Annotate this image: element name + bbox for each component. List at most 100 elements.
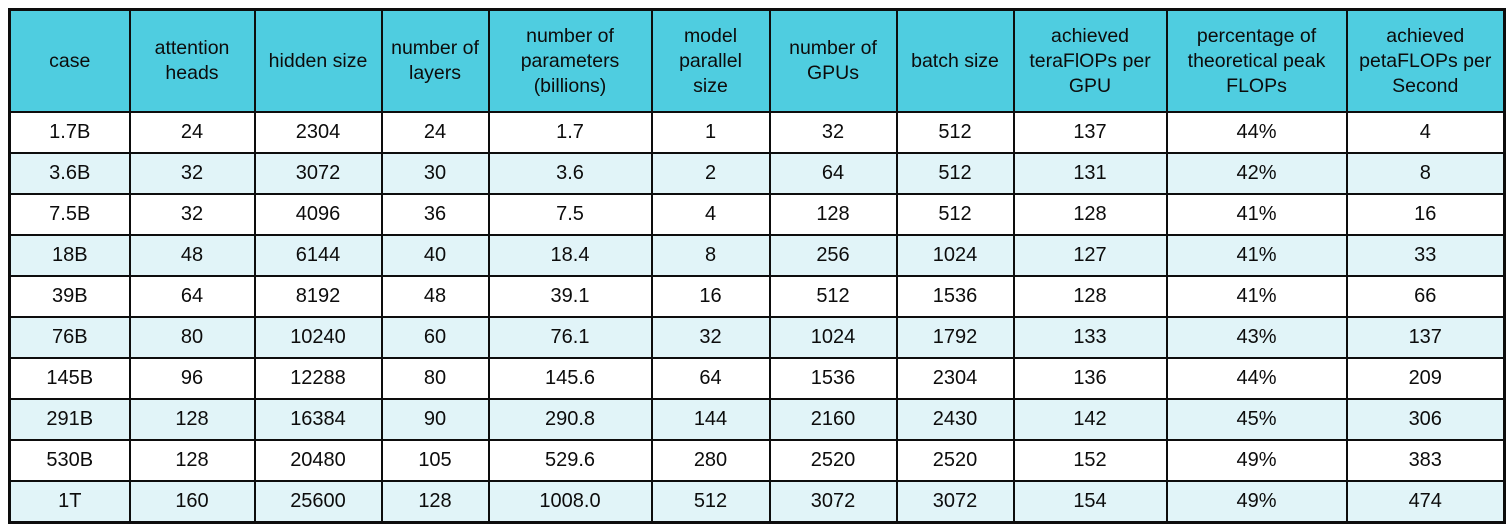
cell-39b-batch-size: 1536 [895, 275, 1015, 318]
cell-291b-achieved-teraflops-per-gpu: 142 [1012, 398, 1168, 441]
cell-145b-number-of-parameters-billions: 145.6 [487, 357, 653, 400]
cell-530b-number-of-layers: 105 [380, 439, 490, 482]
column-header-case: case [8, 8, 131, 113]
column-header-hidden-size: hidden size [253, 8, 383, 113]
cell-1t-hidden-size: 25600 [253, 480, 383, 524]
cell-145b-number-of-layers: 80 [380, 357, 490, 400]
cell-18b-achieved-teraflops-per-gpu: 127 [1012, 234, 1168, 277]
cell-76b-model-parallel-size: 32 [650, 316, 771, 359]
cell-1-7b-percentage-of-theoretical-peak-flops: 44% [1165, 111, 1348, 154]
table-row-7-5b: 7.5B 32 4096 36 7.5 4 128 512 128 41% 16 [8, 193, 1506, 236]
column-header-model-parallel-size: model parallel size [650, 8, 771, 113]
table-head: case attention heads hidden size number of … [8, 8, 1506, 113]
cell-18b-hidden-size: 6144 [253, 234, 383, 277]
cell-291b-percentage-of-theoretical-peak-flops: 45% [1165, 398, 1348, 441]
cell-39b-number-of-layers: 48 [380, 275, 490, 318]
cell-291b-batch-size: 2430 [895, 398, 1015, 441]
cell-3-6b-hidden-size: 3072 [253, 152, 383, 195]
cell-1-7b-number-of-layers: 24 [380, 111, 490, 154]
cell-1t-achieved-petaflops-per-second: 474 [1345, 480, 1506, 524]
cell-3-6b-achieved-petaflops-per-second: 8 [1345, 152, 1506, 195]
cell-291b-number-of-gpus: 2160 [768, 398, 898, 441]
cell-530b-achieved-teraflops-per-gpu: 152 [1012, 439, 1168, 482]
table-row-76b: 76B 80 10240 60 76.1 32 1024 1792 133 43% 137 [8, 316, 1506, 359]
cell-291b-attention-heads: 128 [128, 398, 256, 441]
cell-1t-achieved-teraflops-per-gpu: 154 [1012, 480, 1168, 524]
column-header-attention-heads: attention heads [128, 8, 256, 113]
cell-76b-number-of-parameters-billions: 76.1 [487, 316, 653, 359]
cell-1-7b-attention-heads: 24 [128, 111, 256, 154]
cell-145b-batch-size: 2304 [895, 357, 1015, 400]
cell-145b-hidden-size: 12288 [253, 357, 383, 400]
cell-145b-model-parallel-size: 64 [650, 357, 771, 400]
column-header-number-of-parameters-billions: number of parameters (billions) [487, 8, 653, 113]
cell-18b-achieved-petaflops-per-second: 33 [1345, 234, 1506, 277]
cell-145b-achieved-teraflops-per-gpu: 136 [1012, 357, 1168, 400]
cell-530b-model-parallel-size: 280 [650, 439, 771, 482]
column-header-number-of-layers: number of layers [380, 8, 490, 113]
cell-1-7b-hidden-size: 2304 [253, 111, 383, 154]
cell-291b-number-of-layers: 90 [380, 398, 490, 441]
cell-18b-model-parallel-size: 8 [650, 234, 771, 277]
cell-1-7b-model-parallel-size: 1 [650, 111, 771, 154]
cell-3-6b-number-of-layers: 30 [380, 152, 490, 195]
cell-76b-achieved-teraflops-per-gpu: 133 [1012, 316, 1168, 359]
cell-530b-batch-size: 2520 [895, 439, 1015, 482]
cell-39b-number-of-gpus: 512 [768, 275, 898, 318]
cell-76b-case: 76B [8, 316, 131, 359]
column-header-percentage-of-theoretical-peak-flops: percentage of theoretical peak FLOPs [1165, 8, 1348, 113]
column-header-achieved-petaflops-per-second: achieved petaFLOPs per Second [1345, 8, 1506, 113]
cell-530b-hidden-size: 20480 [253, 439, 383, 482]
cell-18b-number-of-parameters-billions: 18.4 [487, 234, 653, 277]
cell-18b-batch-size: 1024 [895, 234, 1015, 277]
cell-1t-percentage-of-theoretical-peak-flops: 49% [1165, 480, 1348, 524]
cell-39b-attention-heads: 64 [128, 275, 256, 318]
cell-1t-number-of-gpus: 3072 [768, 480, 898, 524]
cell-145b-achieved-petaflops-per-second: 209 [1345, 357, 1506, 400]
column-header-number-of-gpus: number of GPUs [768, 8, 898, 113]
table-row-39b: 39B 64 8192 48 39.1 16 512 1536 128 41% 66 [8, 275, 1506, 318]
table-row-530b: 530B 128 20480 105 529.6 280 2520 2520 152 49% 383 [8, 439, 1506, 482]
column-header-achieved-teraflops-per-gpu: achieved teraFlOPs per GPU [1012, 8, 1168, 113]
table-row-3-6b: 3.6B 32 3072 30 3.6 2 64 512 131 42% 8 [8, 152, 1506, 195]
cell-7-5b-model-parallel-size: 4 [650, 193, 771, 236]
cell-3-6b-percentage-of-theoretical-peak-flops: 42% [1165, 152, 1348, 195]
cell-1-7b-case: 1.7B [8, 111, 131, 154]
cell-7-5b-number-of-gpus: 128 [768, 193, 898, 236]
cell-39b-achieved-teraflops-per-gpu: 128 [1012, 275, 1168, 318]
cell-39b-case: 39B [8, 275, 131, 318]
cell-18b-number-of-gpus: 256 [768, 234, 898, 277]
cell-7-5b-number-of-parameters-billions: 7.5 [487, 193, 653, 236]
cell-530b-attention-heads: 128 [128, 439, 256, 482]
cell-7-5b-achieved-teraflops-per-gpu: 128 [1012, 193, 1168, 236]
cell-3-6b-achieved-teraflops-per-gpu: 131 [1012, 152, 1168, 195]
cell-145b-attention-heads: 96 [128, 357, 256, 400]
cell-530b-number-of-parameters-billions: 529.6 [487, 439, 653, 482]
cell-1t-number-of-parameters-billions: 1008.0 [487, 480, 653, 524]
cell-18b-percentage-of-theoretical-peak-flops: 41% [1165, 234, 1348, 277]
cell-3-6b-model-parallel-size: 2 [650, 152, 771, 195]
cell-291b-number-of-parameters-billions: 290.8 [487, 398, 653, 441]
cell-7-5b-hidden-size: 4096 [253, 193, 383, 236]
table-row-1t: 1T 160 25600 128 1008.0 512 3072 3072 154 49% 474 [8, 480, 1506, 524]
cell-76b-number-of-layers: 60 [380, 316, 490, 359]
cell-1t-batch-size: 3072 [895, 480, 1015, 524]
cell-145b-percentage-of-theoretical-peak-flops: 44% [1165, 357, 1348, 400]
cell-7-5b-percentage-of-theoretical-peak-flops: 41% [1165, 193, 1348, 236]
cell-291b-achieved-petaflops-per-second: 306 [1345, 398, 1506, 441]
cell-145b-case: 145B [8, 357, 131, 400]
cell-7-5b-number-of-layers: 36 [380, 193, 490, 236]
table-row-145b: 145B 96 12288 80 145.6 64 1536 2304 136 44% 209 [8, 357, 1506, 400]
cell-530b-percentage-of-theoretical-peak-flops: 49% [1165, 439, 1348, 482]
cell-39b-number-of-parameters-billions: 39.1 [487, 275, 653, 318]
cell-1t-case: 1T [8, 480, 131, 524]
cell-145b-number-of-gpus: 1536 [768, 357, 898, 400]
cell-3-6b-batch-size: 512 [895, 152, 1015, 195]
table-row-1-7b: 1.7B 24 2304 24 1.7 1 32 512 137 44% 4 [8, 111, 1506, 154]
cell-18b-case: 18B [8, 234, 131, 277]
cell-18b-attention-heads: 48 [128, 234, 256, 277]
cell-3-6b-number-of-parameters-billions: 3.6 [487, 152, 653, 195]
cell-7-5b-case: 7.5B [8, 193, 131, 236]
header-row: case attention heads hidden size number of … [8, 8, 1506, 113]
